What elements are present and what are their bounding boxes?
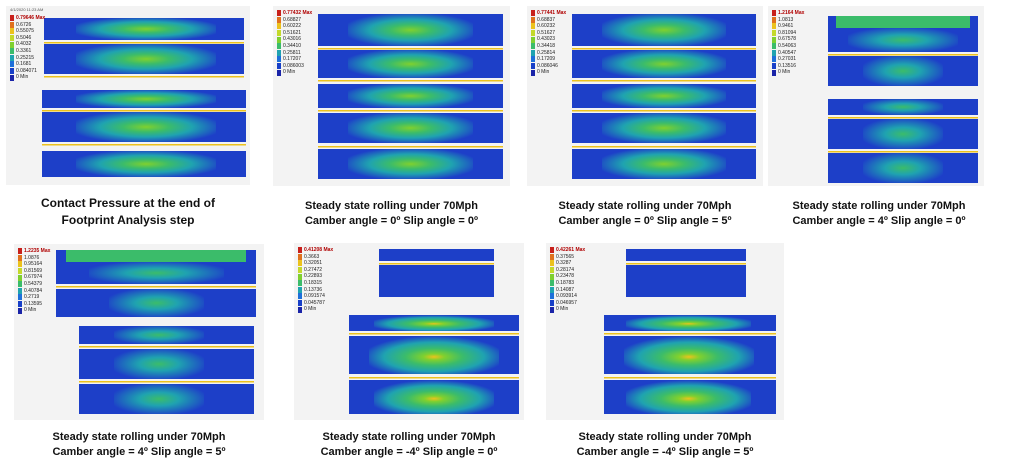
contour-panel-camber4-slip0: 1.2164 Max 1.0813 0.9461 0.81094 0.67578… [768, 6, 984, 186]
contour-panel-camber-4-slip5: 0.42261 Max 0.37565 0.3287 0.28174 0.234… [546, 243, 784, 420]
caption-camber0-slip0: Steady state rolling under 70Mph Camber … [304, 200, 479, 227]
contour-legend: 1.2164 Max 1.0813 0.9461 0.81094 0.67578… [772, 10, 804, 76]
caption-camber-4-slip5: Steady state rolling under 70Mph Camber … [576, 431, 754, 458]
contour-legend: 1.2235 Max 1.0876 0.95164 0.81569 0.6797… [18, 248, 50, 314]
caption-camber4-slip5: Steady state rolling under 70Mph Camber … [52, 431, 226, 458]
contour-panel-camber0-slip0: 0.77432 Max 0.68827 0.60222 0.51621 0.43… [273, 6, 510, 186]
caption-footprint: Contact Pressure at the end of Footprint… [40, 196, 216, 227]
caption-camber4-slip0: Steady state rolling under 70Mph Camber … [792, 200, 966, 227]
caption-camber0-slip5: Steady state rolling under 70Mph Camber … [558, 200, 732, 227]
contour-panel-camber0-slip5: 0.77441 Max 0.68837 0.60232 0.51627 0.43… [527, 6, 763, 186]
contour-panel-camber-4-slip0: 0.41208 Max 0.3663 0.32051 0.27472 0.228… [294, 243, 524, 420]
tire-footprint-contour [828, 16, 978, 183]
tire-footprint-contour [56, 250, 256, 414]
tire-footprint-contour [604, 249, 776, 414]
tire-footprint-contour [42, 18, 246, 177]
tire-footprint-contour [349, 249, 519, 414]
timestamp: 4/1/2020 11:23 AM [10, 7, 44, 12]
contour-legend: 0.77441 Max 0.68837 0.60232 0.51627 0.43… [531, 10, 566, 76]
tire-footprint-contour [572, 14, 756, 179]
caption-camber-4-slip0: Steady state rolling under 70Mph Camber … [320, 431, 498, 458]
contour-legend: 0.42261 Max 0.37565 0.3287 0.28174 0.234… [550, 247, 585, 313]
contour-legend: 0.77432 Max 0.68827 0.60222 0.51621 0.43… [277, 10, 312, 76]
contour-legend: 0.79646 Max 0.6726 0.55075 0.5046 0.4032… [10, 15, 45, 81]
contour-legend: 0.41208 Max 0.3663 0.32051 0.27472 0.228… [298, 247, 333, 313]
tire-footprint-contour [318, 14, 503, 179]
contour-panel-footprint: 4/1/2020 11:23 AM 0.79646 Max 0.6726 0.5… [6, 6, 250, 185]
contour-panel-camber4-slip5: 1.2235 Max 1.0876 0.95164 0.81569 0.6797… [14, 244, 264, 420]
